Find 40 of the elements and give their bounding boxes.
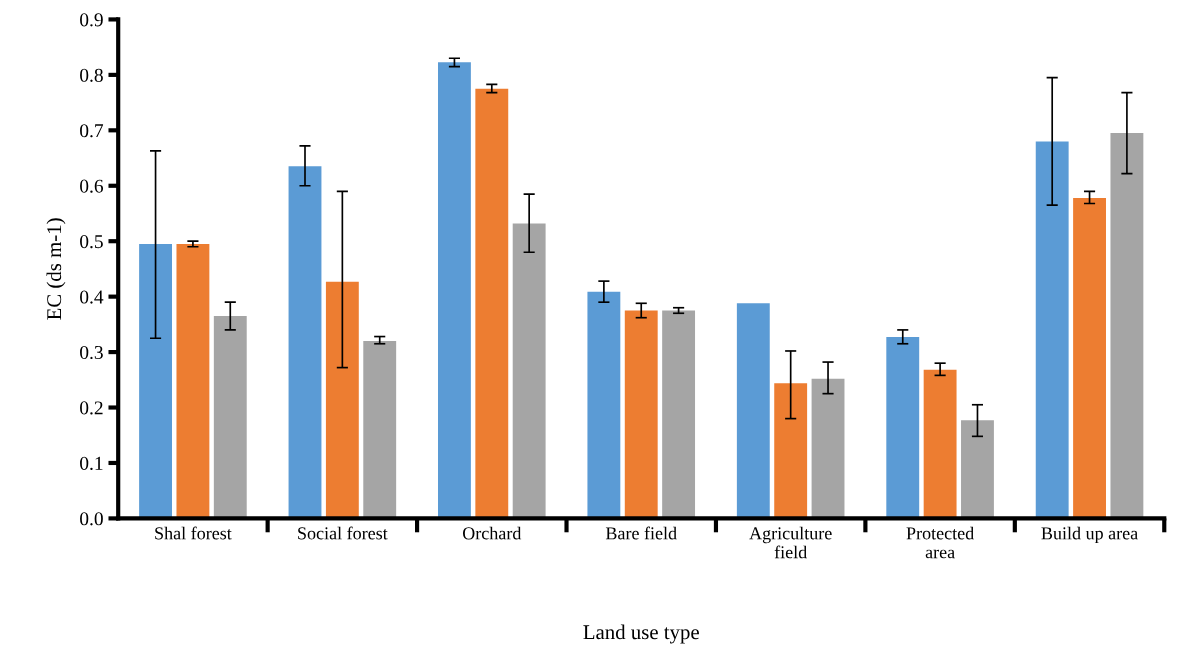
bar: [213, 316, 247, 519]
y-tick-label: 0.7: [80, 124, 104, 138]
y-tick-label: 0.0: [80, 512, 103, 526]
y-axis-title: EC (ds m-1): [46, 218, 66, 320]
bar: [363, 340, 397, 519]
bar: [587, 291, 621, 519]
bar: [662, 310, 696, 519]
x-tick-label: Bare field: [605, 526, 677, 540]
bar: [736, 303, 770, 519]
x-tick-label: Orchard: [462, 526, 522, 540]
bar: [923, 369, 957, 519]
y-tick-label: 0.4: [80, 290, 104, 304]
bar: [1110, 133, 1144, 519]
bar: [624, 310, 658, 519]
bar: [325, 281, 359, 519]
bar: [139, 243, 172, 519]
y-tick-label: 0.9: [80, 13, 103, 27]
x-tick-label: Agriculture field: [749, 526, 832, 559]
bar: [438, 62, 471, 519]
y-tick-label: 0.5: [80, 235, 103, 249]
y-tick-label: 0.6: [80, 179, 104, 193]
y-tick-label: 0.2: [80, 401, 103, 415]
x-tick-label: Shal forest: [155, 526, 232, 540]
x-axis-title: Land use type: [583, 624, 699, 644]
x-tick-label: Protected area: [906, 526, 974, 559]
bar: [512, 223, 546, 519]
x-tick-label: Build up area: [1041, 526, 1138, 544]
bar: [176, 243, 210, 519]
bar: [811, 378, 845, 519]
bar: [475, 88, 509, 519]
y-tick-label: 0.8: [80, 68, 103, 82]
bar: [1035, 141, 1069, 519]
bar: [886, 337, 920, 519]
bar: [774, 383, 808, 519]
bar: [1073, 197, 1106, 519]
bar: [961, 420, 994, 519]
y-tick-label: 0.3: [80, 345, 103, 360]
x-tick-label: Social forest: [298, 526, 388, 540]
bar: [288, 166, 322, 519]
y-tick-label: 0.1: [80, 456, 103, 470]
